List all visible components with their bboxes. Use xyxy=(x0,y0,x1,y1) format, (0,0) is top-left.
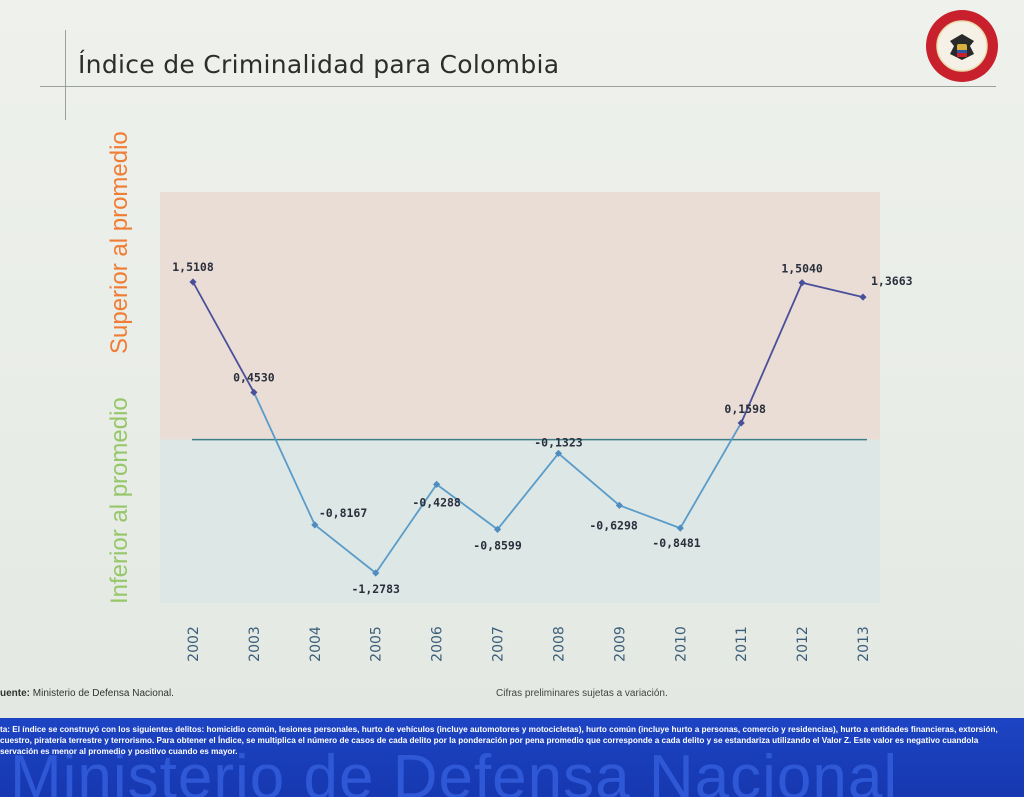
x-tick-label: 2005 xyxy=(369,626,385,662)
label-below-average: Inferior al promedio xyxy=(106,397,133,604)
x-tick-label: 2012 xyxy=(795,626,811,662)
data-label: -0,6298 xyxy=(589,518,638,532)
data-label: 1,3663 xyxy=(871,274,913,288)
data-point-marker xyxy=(372,569,380,577)
data-label: 1,5040 xyxy=(781,262,823,276)
x-tick-label: 2003 xyxy=(247,626,263,662)
series-line-segment xyxy=(619,504,681,529)
data-label: 0,4530 xyxy=(233,370,275,384)
source-label: uente: xyxy=(0,688,30,699)
label-above-average: Superior al promedio xyxy=(106,131,133,354)
data-label: 1,5108 xyxy=(172,260,214,274)
page-title: Índice de Criminalidad para Colombia xyxy=(78,50,560,79)
x-tick-label: 2013 xyxy=(856,626,872,662)
methodology-note: ta: El índice se construyó con los sigui… xyxy=(0,724,1020,757)
footer-band: Ministerio de Defensa Nacional ta: El ín… xyxy=(0,718,1024,797)
x-tick-label: 2007 xyxy=(491,626,507,662)
data-point-marker xyxy=(433,480,441,488)
data-label: -0,8481 xyxy=(652,536,701,550)
x-tick-label: 2006 xyxy=(430,626,446,662)
data-point-marker xyxy=(189,278,197,286)
data-point-marker xyxy=(859,293,867,301)
data-label: -1,2783 xyxy=(351,582,400,596)
below-average-zone xyxy=(160,439,880,603)
series-line-segment xyxy=(192,281,255,393)
x-tick-label: 2002 xyxy=(186,626,202,662)
data-point-marker xyxy=(737,419,745,427)
x-tick-label: 2004 xyxy=(308,626,324,662)
methodology-note-line: cuestro, piratería terrestre y terrorism… xyxy=(0,736,979,745)
data-label: 0,1598 xyxy=(724,402,766,416)
data-point-marker xyxy=(554,449,563,458)
footer-watermark: Ministerio de Defensa Nacional xyxy=(10,743,899,797)
crime-index-chart: 1,5108 0,4530 -0,8167 -1,2783 -0,4288 -0,8599… xyxy=(160,192,913,662)
series-line-segment xyxy=(557,452,620,507)
data-point-marker xyxy=(676,524,684,532)
x-tick-label: 2008 xyxy=(551,626,567,662)
data-point-marker xyxy=(493,525,502,533)
methodology-note-line: servación es menor al promedio y positiv… xyxy=(0,747,238,756)
series-line-segment xyxy=(436,483,499,531)
x-tick-label: 2010 xyxy=(673,626,689,662)
data-label: -0,4288 xyxy=(412,495,461,509)
series-line-segment xyxy=(740,282,803,424)
methodology-note-line: ta: El índice se construyó con los sigui… xyxy=(0,725,998,734)
title-divider-horizontal xyxy=(40,86,996,87)
series-line-segment xyxy=(496,452,560,530)
data-point-marker xyxy=(615,501,623,509)
source-text: Ministerio de Defensa Nacional. xyxy=(32,688,174,699)
series-line-segment xyxy=(679,422,742,529)
series-line-segment xyxy=(253,391,316,526)
colombia-seal-icon xyxy=(926,10,998,82)
data-label: -0,1323 xyxy=(534,435,583,449)
above-average-zone xyxy=(160,192,880,440)
preliminary-note: Cifras preliminares sujetas a variación. xyxy=(496,688,668,699)
x-tick-label: 2009 xyxy=(612,626,628,662)
source-note: uente: Ministerio de Defensa Nacional. xyxy=(0,688,174,699)
data-label: -0,8599 xyxy=(473,538,522,552)
title-divider-vertical xyxy=(65,30,66,120)
series-line-segment xyxy=(314,524,377,574)
series-line-segment xyxy=(374,483,438,574)
data-label: -0,8167 xyxy=(319,506,368,520)
x-tick-label: 2011 xyxy=(734,626,750,662)
series-line-segment xyxy=(801,281,864,298)
data-point-marker xyxy=(798,279,806,287)
data-point-marker xyxy=(311,521,319,529)
data-point-marker xyxy=(250,388,258,396)
